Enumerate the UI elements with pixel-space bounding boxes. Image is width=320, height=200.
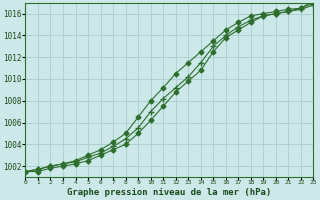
X-axis label: Graphe pression niveau de la mer (hPa): Graphe pression niveau de la mer (hPa) (67, 188, 272, 197)
